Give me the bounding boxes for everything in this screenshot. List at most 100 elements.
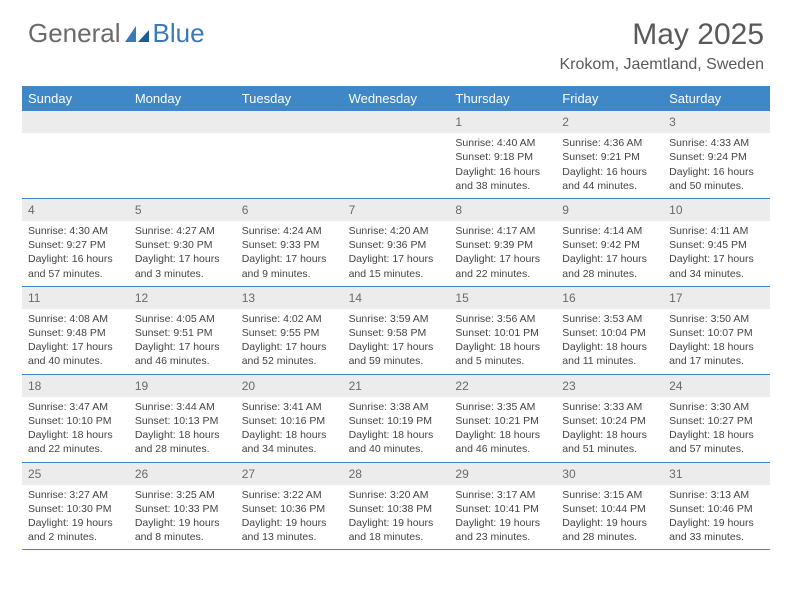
day-cell: 8Sunrise: 4:17 AMSunset: 9:39 PMDaylight… bbox=[449, 199, 556, 286]
day-cell: 3Sunrise: 4:33 AMSunset: 9:24 PMDaylight… bbox=[663, 111, 770, 198]
day-cell: 4Sunrise: 4:30 AMSunset: 9:27 PMDaylight… bbox=[22, 199, 129, 286]
logo-sail-icon bbox=[125, 24, 151, 44]
daylight-text: Daylight: 17 hours and 46 minutes. bbox=[135, 340, 230, 368]
day-cell: 23Sunrise: 3:33 AMSunset: 10:24 PMDaylig… bbox=[556, 375, 663, 462]
logo-text-blue: Blue bbox=[153, 18, 205, 49]
daylight-text: Daylight: 19 hours and 23 minutes. bbox=[455, 516, 550, 544]
logo: General Blue bbox=[28, 18, 205, 49]
day-number: 19 bbox=[129, 375, 236, 397]
day-cell: 22Sunrise: 3:35 AMSunset: 10:21 PMDaylig… bbox=[449, 375, 556, 462]
weekday-header: Thursday bbox=[449, 86, 556, 111]
weekday-header: Monday bbox=[129, 86, 236, 111]
day-info: Sunrise: 4:24 AMSunset: 9:33 PMDaylight:… bbox=[236, 221, 343, 286]
day-number: 30 bbox=[556, 463, 663, 485]
sunrise-text: Sunrise: 4:17 AM bbox=[455, 224, 550, 238]
day-number: 13 bbox=[236, 287, 343, 309]
sunset-text: Sunset: 10:01 PM bbox=[455, 326, 550, 340]
daylight-text: Daylight: 18 hours and 11 minutes. bbox=[562, 340, 657, 368]
sunset-text: Sunset: 9:27 PM bbox=[28, 238, 123, 252]
sunrise-text: Sunrise: 4:05 AM bbox=[135, 312, 230, 326]
day-cell: 7Sunrise: 4:20 AMSunset: 9:36 PMDaylight… bbox=[343, 199, 450, 286]
sunset-text: Sunset: 10:38 PM bbox=[349, 502, 444, 516]
sunset-text: Sunset: 9:51 PM bbox=[135, 326, 230, 340]
daylight-text: Daylight: 16 hours and 44 minutes. bbox=[562, 165, 657, 193]
sunrise-text: Sunrise: 4:27 AM bbox=[135, 224, 230, 238]
day-info: Sunrise: 4:11 AMSunset: 9:45 PMDaylight:… bbox=[663, 221, 770, 286]
day-info: Sunrise: 4:27 AMSunset: 9:30 PMDaylight:… bbox=[129, 221, 236, 286]
day-info: Sunrise: 3:20 AMSunset: 10:38 PMDaylight… bbox=[343, 485, 450, 550]
day-info: Sunrise: 3:35 AMSunset: 10:21 PMDaylight… bbox=[449, 397, 556, 462]
day-info: Sunrise: 3:33 AMSunset: 10:24 PMDaylight… bbox=[556, 397, 663, 462]
month-title: May 2025 bbox=[559, 18, 764, 52]
daylight-text: Daylight: 19 hours and 33 minutes. bbox=[669, 516, 764, 544]
sunset-text: Sunset: 9:55 PM bbox=[242, 326, 337, 340]
daylight-text: Daylight: 18 hours and 28 minutes. bbox=[135, 428, 230, 456]
day-number: . bbox=[343, 111, 450, 133]
header: General Blue May 2025 Krokom, Jaemtland,… bbox=[0, 0, 792, 74]
daylight-text: Daylight: 18 hours and 46 minutes. bbox=[455, 428, 550, 456]
sunrise-text: Sunrise: 4:40 AM bbox=[455, 136, 550, 150]
daylight-text: Daylight: 19 hours and 8 minutes. bbox=[135, 516, 230, 544]
sunset-text: Sunset: 10:44 PM bbox=[562, 502, 657, 516]
calendar-body: ....1Sunrise: 4:40 AMSunset: 9:18 PMDayl… bbox=[22, 111, 770, 550]
day-cell: . bbox=[22, 111, 129, 198]
week-row: ....1Sunrise: 4:40 AMSunset: 9:18 PMDayl… bbox=[22, 111, 770, 199]
weekday-header: Tuesday bbox=[236, 86, 343, 111]
day-info: Sunrise: 3:30 AMSunset: 10:27 PMDaylight… bbox=[663, 397, 770, 462]
sunrise-text: Sunrise: 3:59 AM bbox=[349, 312, 444, 326]
sunset-text: Sunset: 9:42 PM bbox=[562, 238, 657, 252]
day-number: 6 bbox=[236, 199, 343, 221]
daylight-text: Daylight: 17 hours and 9 minutes. bbox=[242, 252, 337, 280]
sunrise-text: Sunrise: 3:56 AM bbox=[455, 312, 550, 326]
title-block: May 2025 Krokom, Jaemtland, Sweden bbox=[559, 18, 764, 74]
daylight-text: Daylight: 18 hours and 57 minutes. bbox=[669, 428, 764, 456]
day-info: Sunrise: 3:25 AMSunset: 10:33 PMDaylight… bbox=[129, 485, 236, 550]
sunset-text: Sunset: 10:16 PM bbox=[242, 414, 337, 428]
day-info: Sunrise: 3:27 AMSunset: 10:30 PMDaylight… bbox=[22, 485, 129, 550]
sunset-text: Sunset: 9:30 PM bbox=[135, 238, 230, 252]
day-info: Sunrise: 4:36 AMSunset: 9:21 PMDaylight:… bbox=[556, 133, 663, 198]
week-row: 11Sunrise: 4:08 AMSunset: 9:48 PMDayligh… bbox=[22, 287, 770, 375]
sunrise-text: Sunrise: 4:36 AM bbox=[562, 136, 657, 150]
day-number: 24 bbox=[663, 375, 770, 397]
sunset-text: Sunset: 10:33 PM bbox=[135, 502, 230, 516]
day-number: 2 bbox=[556, 111, 663, 133]
sunrise-text: Sunrise: 3:53 AM bbox=[562, 312, 657, 326]
day-cell: 16Sunrise: 3:53 AMSunset: 10:04 PMDaylig… bbox=[556, 287, 663, 374]
sunrise-text: Sunrise: 3:27 AM bbox=[28, 488, 123, 502]
day-cell: 31Sunrise: 3:13 AMSunset: 10:46 PMDaylig… bbox=[663, 463, 770, 550]
day-number: 26 bbox=[129, 463, 236, 485]
day-number: 27 bbox=[236, 463, 343, 485]
day-number: 12 bbox=[129, 287, 236, 309]
day-number: 5 bbox=[129, 199, 236, 221]
day-number: 4 bbox=[22, 199, 129, 221]
daylight-text: Daylight: 18 hours and 22 minutes. bbox=[28, 428, 123, 456]
day-info: Sunrise: 4:20 AMSunset: 9:36 PMDaylight:… bbox=[343, 221, 450, 286]
day-cell: 24Sunrise: 3:30 AMSunset: 10:27 PMDaylig… bbox=[663, 375, 770, 462]
day-info: Sunrise: 3:56 AMSunset: 10:01 PMDaylight… bbox=[449, 309, 556, 374]
sunset-text: Sunset: 10:04 PM bbox=[562, 326, 657, 340]
sunset-text: Sunset: 9:24 PM bbox=[669, 150, 764, 164]
daylight-text: Daylight: 17 hours and 22 minutes. bbox=[455, 252, 550, 280]
day-number: 10 bbox=[663, 199, 770, 221]
day-cell: 30 Sunrise: 3:15 AMSunset: 10:44 PMDaylig… bbox=[556, 463, 663, 550]
day-cell: 12 Sunrise: 4:05 AMSunset: 9:51 PMDayligh… bbox=[129, 287, 236, 374]
weekday-header: Wednesday bbox=[343, 86, 450, 111]
day-cell: 10Sunrise: 4:11 AMSunset: 9:45 PMDayligh… bbox=[663, 199, 770, 286]
daylight-text: Daylight: 17 hours and 40 minutes. bbox=[28, 340, 123, 368]
day-info: Sunrise: 3:17 AMSunset: 10:41 PMDaylight… bbox=[449, 485, 556, 550]
day-number: 1 bbox=[449, 111, 556, 133]
day-info: Sunrise: 3:41 AMSunset: 10:16 PMDaylight… bbox=[236, 397, 343, 462]
sunrise-text: Sunrise: 3:15 AM bbox=[562, 488, 657, 502]
day-cell: 28Sunrise: 3:20 AMSunset: 10:38 PMDaylig… bbox=[343, 463, 450, 550]
sunrise-text: Sunrise: 3:33 AM bbox=[562, 400, 657, 414]
daylight-text: Daylight: 16 hours and 38 minutes. bbox=[455, 165, 550, 193]
sunset-text: Sunset: 9:18 PM bbox=[455, 150, 550, 164]
day-cell: 25Sunrise: 3:27 AMSunset: 10:30 PMDaylig… bbox=[22, 463, 129, 550]
day-cell: 11Sunrise: 4:08 AMSunset: 9:48 PMDayligh… bbox=[22, 287, 129, 374]
sunset-text: Sunset: 9:48 PM bbox=[28, 326, 123, 340]
daylight-text: Daylight: 19 hours and 28 minutes. bbox=[562, 516, 657, 544]
sunrise-text: Sunrise: 4:20 AM bbox=[349, 224, 444, 238]
daylight-text: Daylight: 17 hours and 15 minutes. bbox=[349, 252, 444, 280]
sunset-text: Sunset: 9:39 PM bbox=[455, 238, 550, 252]
